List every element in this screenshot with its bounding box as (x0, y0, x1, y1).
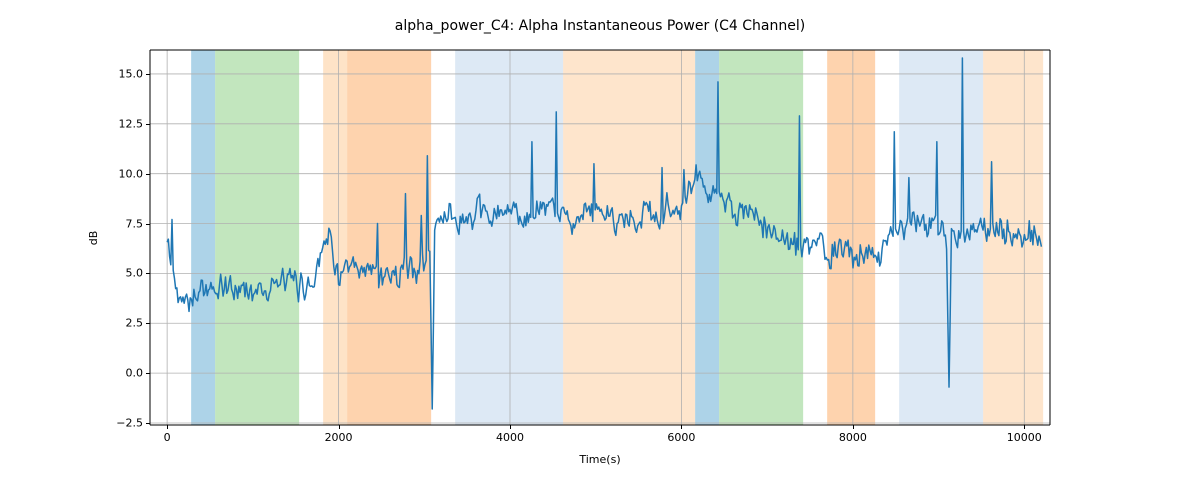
band (563, 50, 695, 425)
band (455, 50, 563, 425)
band (191, 50, 215, 425)
band (827, 50, 875, 425)
band (719, 50, 803, 425)
x-tick-label: 8000 (839, 431, 867, 444)
x-tick-label: 2000 (325, 431, 353, 444)
band (347, 50, 431, 425)
band (215, 50, 299, 425)
x-tick-label: 6000 (667, 431, 695, 444)
y-tick-label: 7.5 (105, 217, 143, 230)
plot-svg (150, 50, 1050, 425)
band (323, 50, 347, 425)
band (695, 50, 719, 425)
chart-title: alpha_power_C4: Alpha Instantaneous Powe… (0, 18, 1200, 34)
y-tick-label: 10.0 (105, 167, 143, 180)
y-tick-label: 0.0 (105, 367, 143, 380)
x-tick-label: 4000 (496, 431, 524, 444)
background-bands (191, 50, 1043, 425)
y-tick-label: 2.5 (105, 317, 143, 330)
x-axis-label: Time(s) (0, 453, 1200, 466)
y-tick-label: 15.0 (105, 67, 143, 80)
chart-container: alpha_power_C4: Alpha Instantaneous Powe… (0, 0, 1200, 500)
y-tick-label: 12.5 (105, 117, 143, 130)
y-axis-label: dB (87, 230, 100, 245)
x-tick-label: 10000 (1007, 431, 1042, 444)
y-tick-label: 5.0 (105, 267, 143, 280)
y-tick-label: −2.5 (105, 417, 143, 430)
x-tick-label: 0 (164, 431, 171, 444)
plot-area (150, 50, 1050, 425)
